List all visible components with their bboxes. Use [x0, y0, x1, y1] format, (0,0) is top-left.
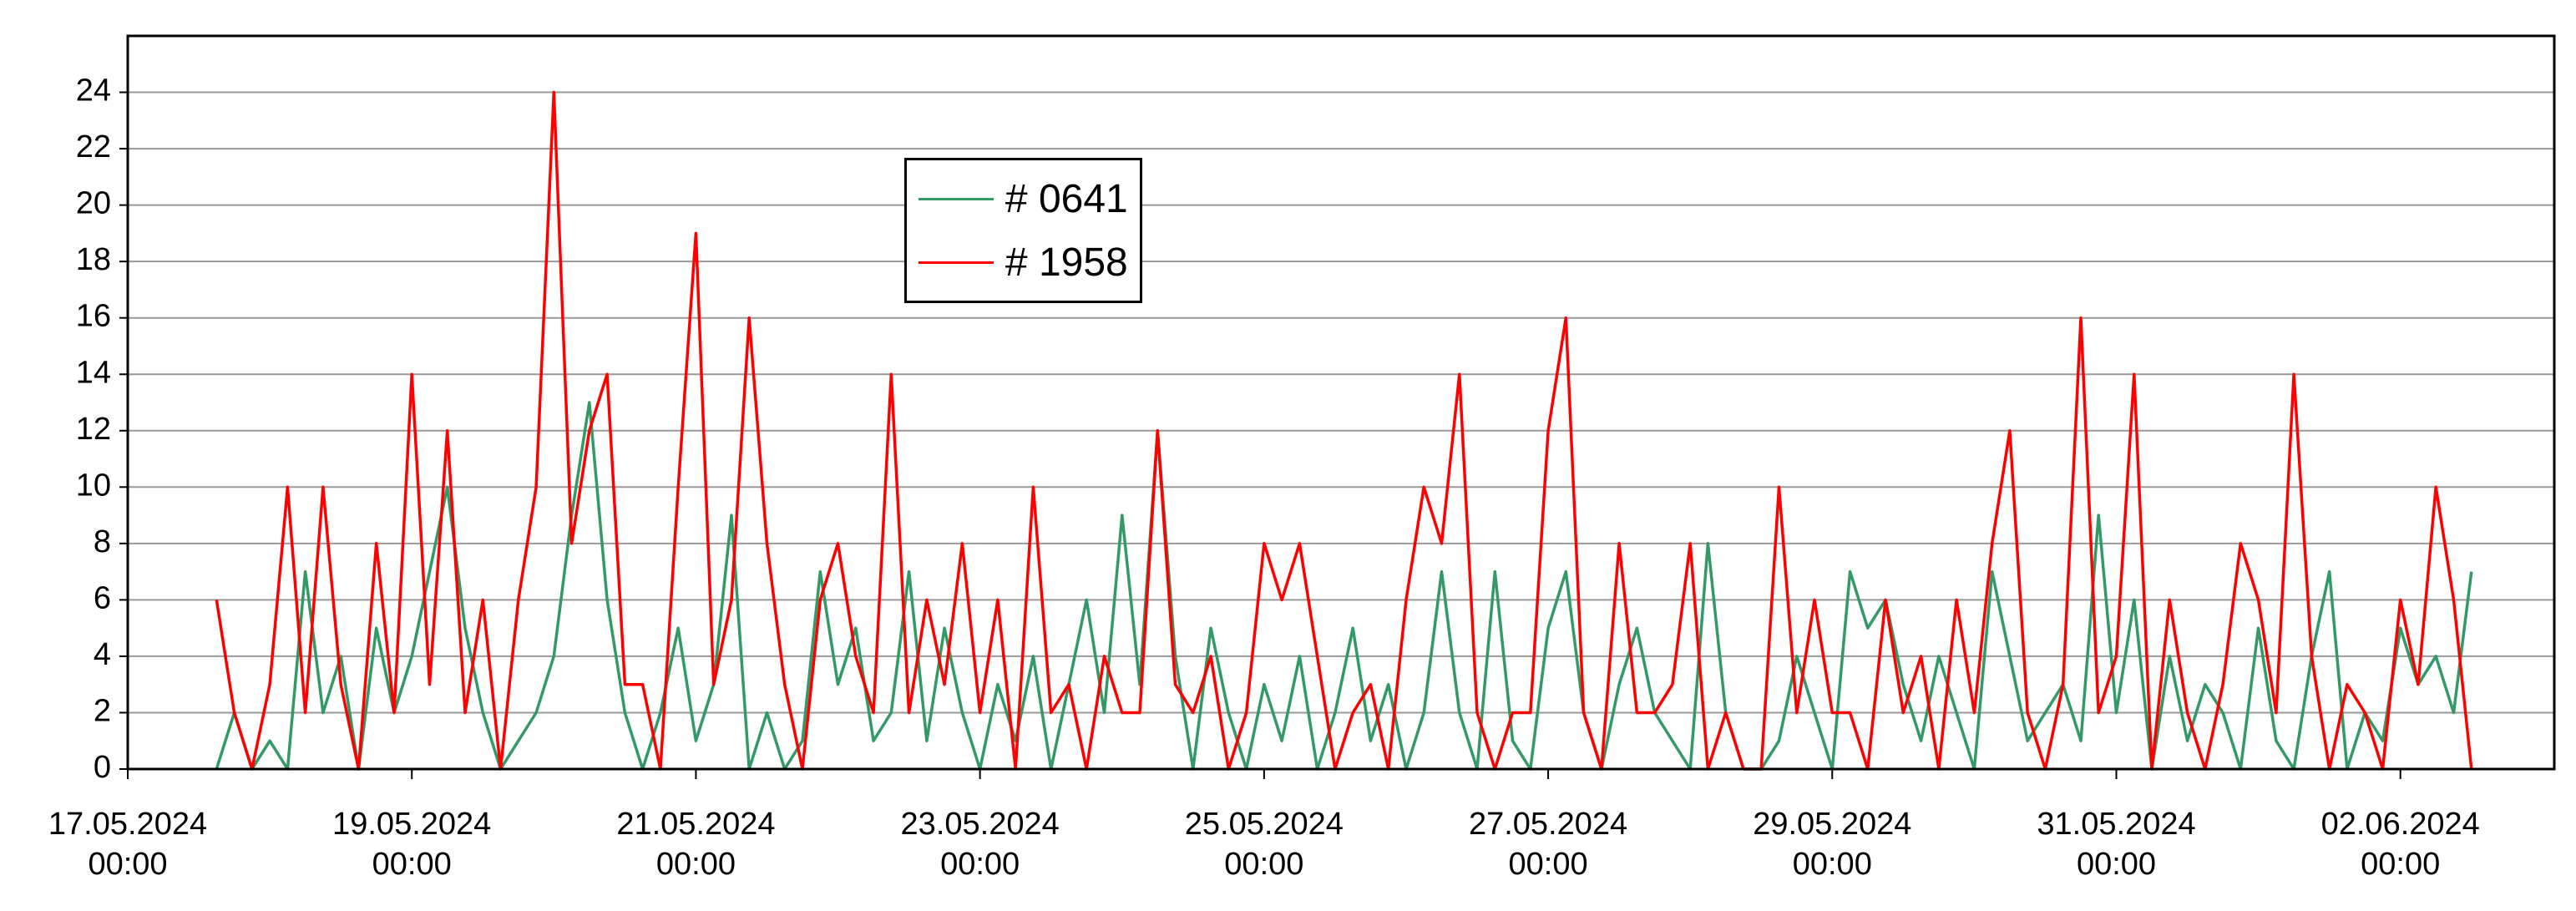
x-tick-label: 25.05.2024 00:00 — [1184, 807, 1344, 882]
y-tick-label: 18 — [76, 242, 111, 277]
plot-area — [128, 36, 2554, 769]
y-tick-label: 2 — [94, 693, 111, 728]
legend: # 0641 # 1958 — [903, 158, 1142, 303]
x-tick-label: 21.05.2024 00:00 — [616, 807, 776, 882]
legend-entry: # 0641 — [918, 167, 1128, 230]
legend-swatch — [918, 261, 994, 264]
y-tick-label: 0 — [94, 750, 111, 785]
series-line — [215, 401, 2473, 771]
y-tick-label: 14 — [76, 355, 111, 390]
y-tick-label: 22 — [76, 129, 111, 164]
x-tick-label: 27.05.2024 00:00 — [1468, 807, 1628, 882]
y-tick-label: 12 — [76, 412, 111, 447]
x-tick-label: 19.05.2024 00:00 — [332, 807, 492, 882]
legend-label: # 0641 — [1005, 176, 1128, 221]
y-tick-label: 6 — [94, 580, 111, 615]
x-tick-label: 23.05.2024 00:00 — [900, 807, 1060, 882]
y-tick-label: 20 — [76, 186, 111, 221]
x-tick-label: 29.05.2024 00:00 — [1753, 807, 1912, 882]
legend-entry: # 1958 — [918, 230, 1128, 294]
legend-label: # 1958 — [1005, 240, 1128, 285]
y-tick-label: 16 — [76, 299, 111, 334]
y-tick-label: 8 — [94, 524, 111, 559]
x-tick-label: 17.05.2024 00:00 — [48, 807, 208, 882]
x-tick-label: 31.05.2024 00:00 — [2037, 807, 2196, 882]
series-line — [215, 90, 2473, 771]
y-tick-label: 24 — [76, 73, 111, 109]
x-tick-label: 02.06.2024 00:00 — [2320, 807, 2480, 882]
y-tick-label: 10 — [76, 468, 111, 503]
plot-border — [126, 34, 2556, 771]
legend-swatch — [918, 197, 994, 200]
y-tick-label: 4 — [94, 637, 111, 672]
